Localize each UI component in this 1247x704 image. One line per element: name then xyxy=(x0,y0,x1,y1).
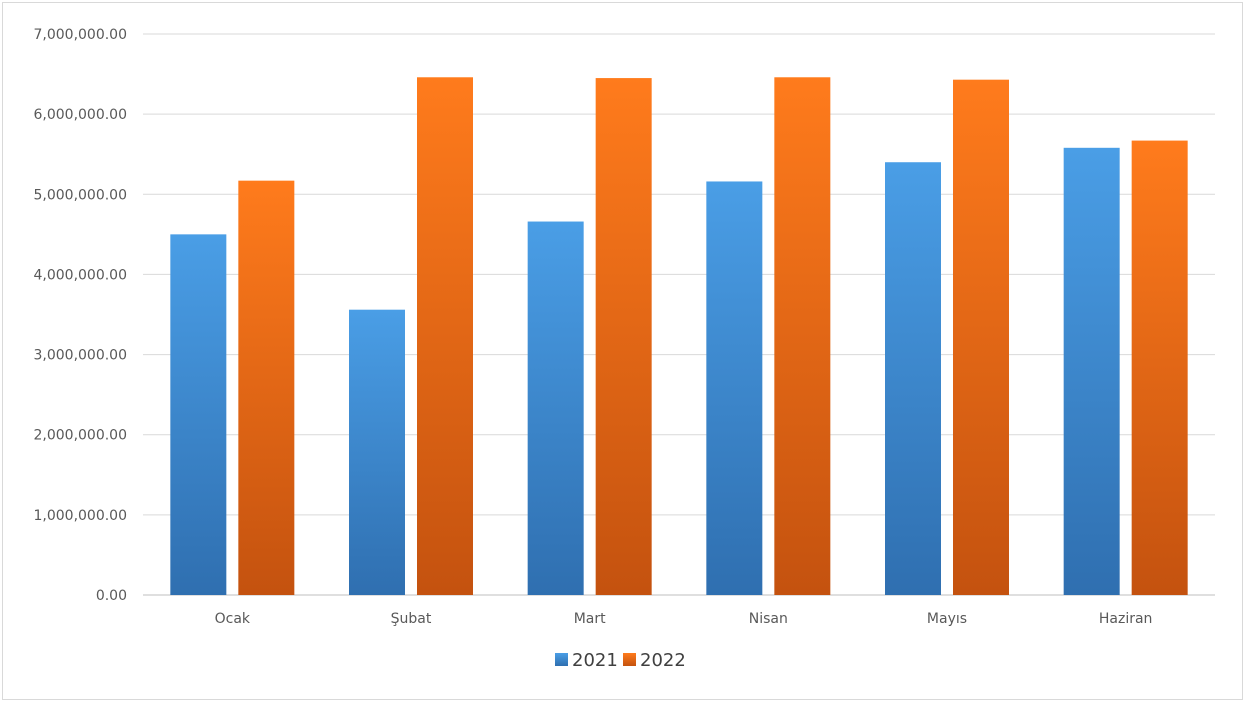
bar-2022-Nisan xyxy=(774,77,831,595)
bar-2021-Haziran xyxy=(1063,147,1120,595)
x-tick-label: Nisan xyxy=(749,611,788,627)
y-tick-label: 0.00 xyxy=(96,588,127,604)
bar-2021-Mayıs xyxy=(885,162,941,595)
bar-2022-Haziran xyxy=(1131,140,1188,595)
bar-2021-Mart xyxy=(527,221,584,595)
legend-swatch-2021 xyxy=(555,653,568,666)
legend-swatch-2022 xyxy=(623,653,636,666)
x-tick-label: Mart xyxy=(574,611,606,627)
bars xyxy=(170,77,1188,596)
bar-2021-Nisan xyxy=(706,181,763,595)
x-tick-label: Haziran xyxy=(1099,611,1153,627)
bar-2021-Şubat xyxy=(349,309,405,595)
legend-label-2022: 2022 xyxy=(640,650,686,671)
y-tick-label: 4,000,000.00 xyxy=(33,267,127,283)
x-axis-tick-labels: Ocak Şubat Mart Nisan Mayıs Haziran xyxy=(215,611,1153,627)
y-tick-label: 2,000,000.00 xyxy=(33,428,127,444)
y-tick-label: 5,000,000.00 xyxy=(33,187,127,203)
bar-2022-Mart xyxy=(595,78,652,596)
gridlines xyxy=(143,33,1215,596)
legend-label-2021: 2021 xyxy=(572,650,618,671)
x-tick-label: Ocak xyxy=(215,611,251,627)
bar-2021-Ocak xyxy=(170,234,227,595)
y-tick-label: 6,000,000.00 xyxy=(33,107,127,123)
bar-2022-Ocak xyxy=(238,180,295,595)
bar-2022-Şubat xyxy=(417,77,473,595)
x-tick-label: Şubat xyxy=(391,611,432,627)
y-axis-tick-labels: 0.00 1,000,000.00 2,000,000.00 3,000,000.00… xyxy=(33,27,127,604)
bar-2022-Mayıs xyxy=(953,79,1009,596)
legend: 2021 2022 xyxy=(555,650,686,671)
x-tick-label: Mayıs xyxy=(927,611,967,627)
y-tick-label: 3,000,000.00 xyxy=(33,348,127,364)
bar-chart: 0.00 1,000,000.00 2,000,000.00 3,000,000.00… xyxy=(33,27,1215,671)
y-tick-label: 1,000,000.00 xyxy=(33,508,127,524)
y-tick-label: 7,000,000.00 xyxy=(33,27,127,43)
